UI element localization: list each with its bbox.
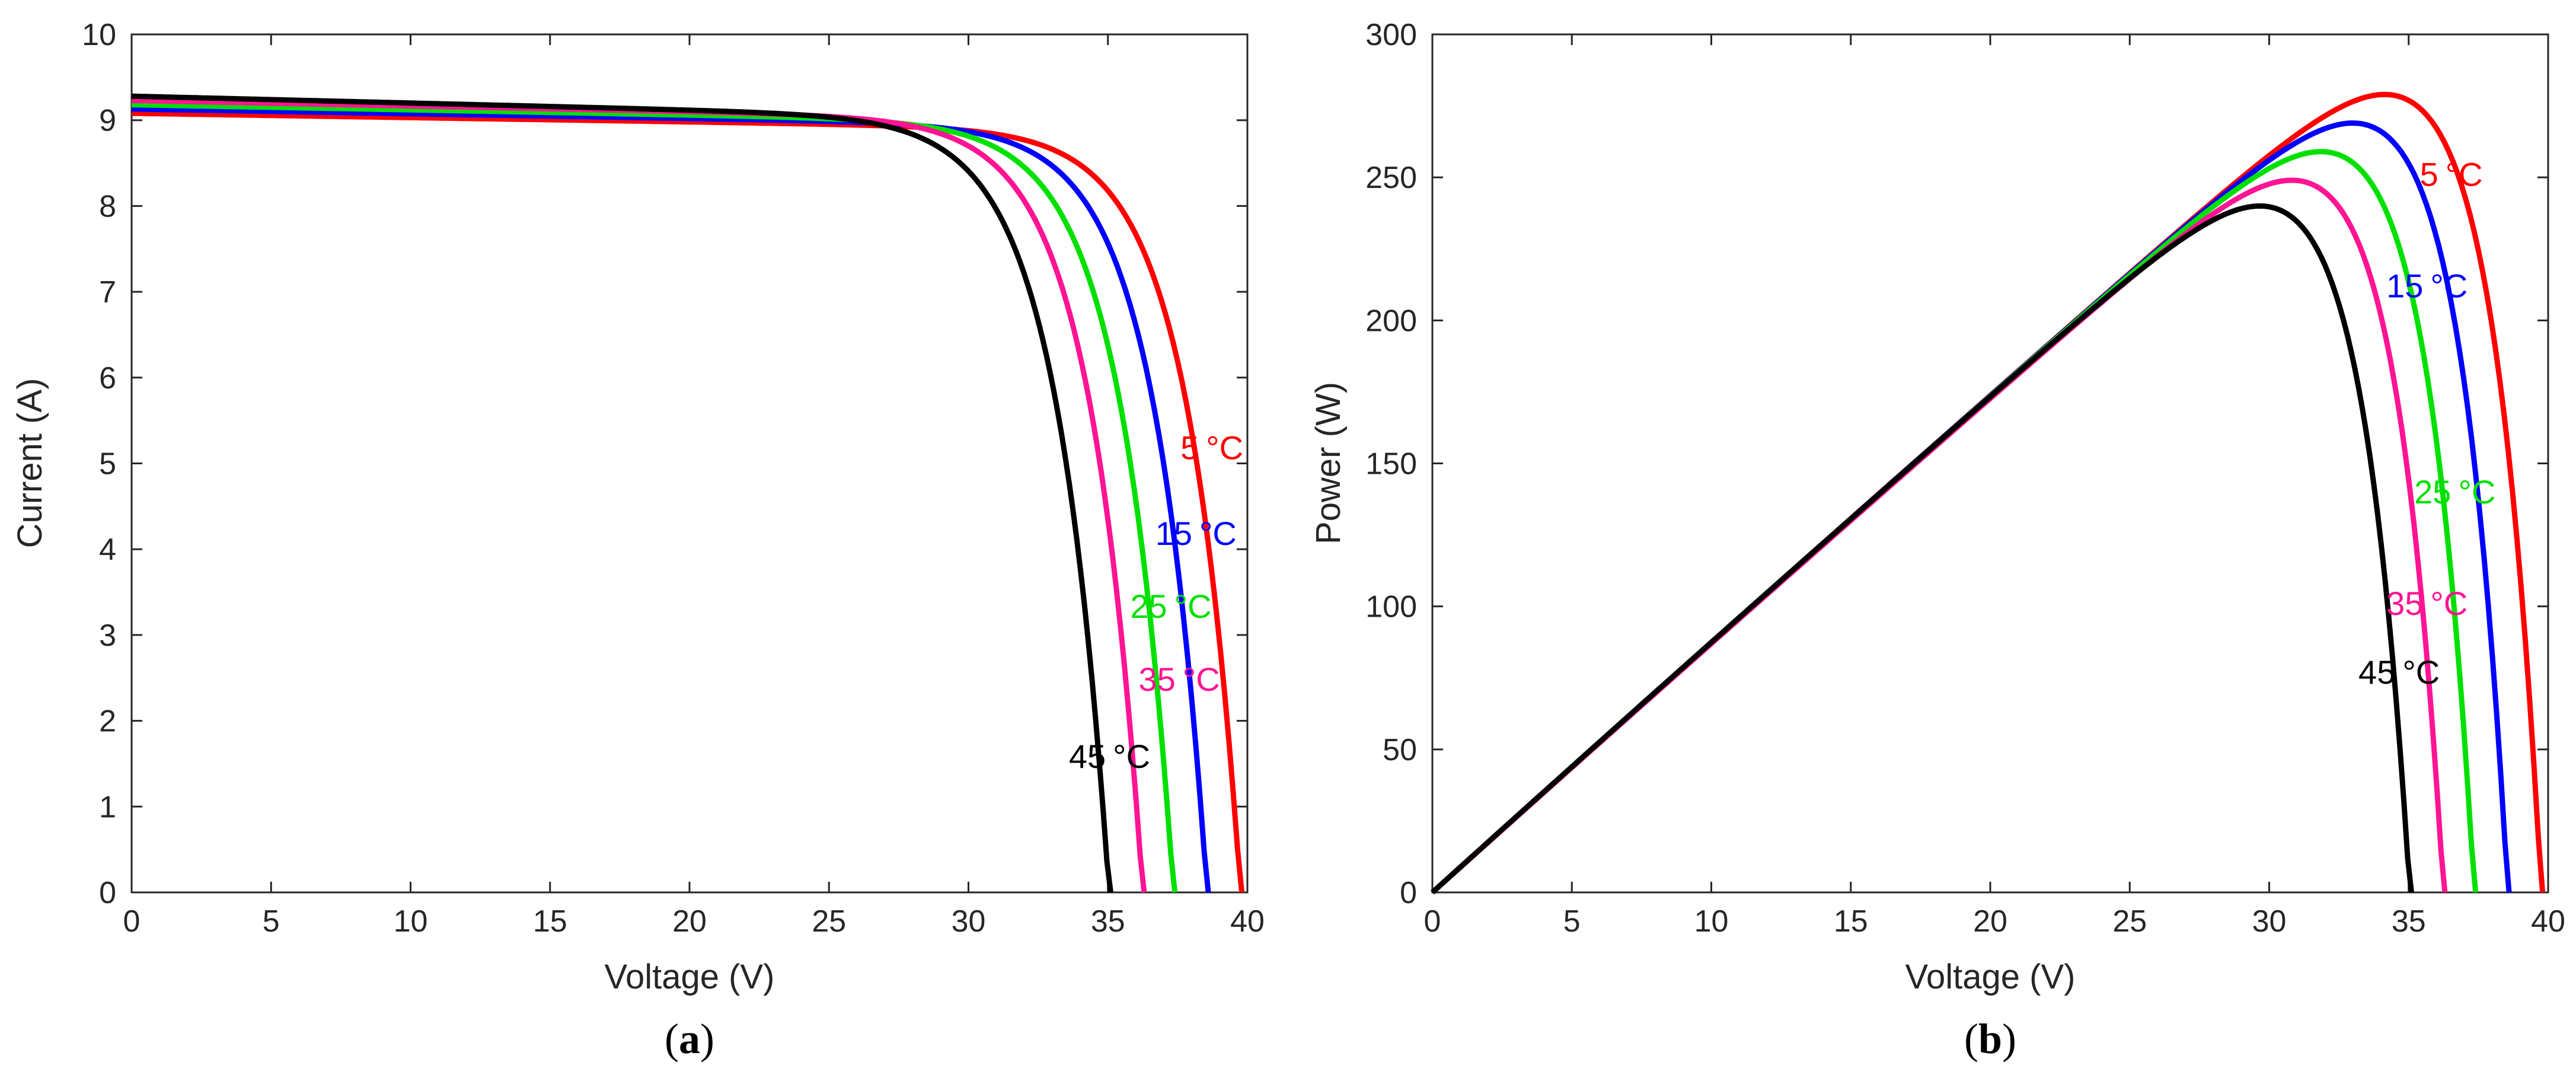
iv-chart-panel: 0 5 10 15 20 25 30 35 40 0 1 2 3 4 5 6 7 8 9 10 5 °C 15 °C 25 °C… [11, 18, 1265, 1063]
series-label-group: 5 °C 15 °C 25 °C 35 °C 45 °C [2358, 156, 2495, 691]
series-line-25c [131, 102, 1178, 893]
y-tick-label: 200 [1365, 304, 1417, 338]
series-label-5c: 5 °C [1180, 429, 1243, 466]
y-tick-label: 3 [99, 618, 116, 653]
panel-caption: (b) [1964, 1015, 2016, 1063]
tick-group: 0 5 10 15 20 25 30 35 40 0 1 2 3 4 5 6 7 8 9 10 [82, 18, 1265, 939]
x-tick-label: 40 [1230, 904, 1265, 939]
panel-caption: (a) [665, 1015, 714, 1063]
y-tick-label: 4 [99, 532, 116, 567]
tick-group: 0 5 10 15 20 25 30 35 40 0 50 100 150 200 250 300 [1365, 18, 2565, 939]
plot-area [1431, 33, 2549, 894]
y-tick-label: 250 [1365, 161, 1417, 195]
y-tick-label: 7 [99, 275, 116, 310]
x-tick-label: 20 [1973, 904, 2007, 939]
series-line-45c [131, 93, 1113, 893]
y-tick-label: 0 [99, 876, 116, 910]
y-tick-label: 300 [1365, 18, 1417, 52]
x-tick-label: 10 [1694, 904, 1729, 939]
series-line-45c [1431, 203, 2414, 895]
x-tick-label: 5 [1563, 904, 1581, 939]
y-tick-label: 2 [99, 704, 116, 739]
x-tick-label: 25 [812, 904, 846, 939]
series-label-35c: 35 °C [2386, 585, 2468, 622]
x-tick-label: 30 [2252, 904, 2287, 939]
series-label-group: 5 °C 15 °C 25 °C 35 °C 45 °C [1069, 429, 1243, 775]
y-axis-label: Current (A) [11, 378, 49, 548]
y-tick-label: 150 [1365, 447, 1417, 481]
x-tick-label: 10 [394, 904, 428, 939]
series-label-15c: 15 °C [1155, 515, 1237, 552]
series-label-25c: 25 °C [1130, 588, 1211, 625]
series-label-45c: 45 °C [1069, 738, 1150, 775]
x-tick-label: 35 [2392, 904, 2426, 939]
x-tick-label: 0 [1424, 904, 1441, 939]
x-axis-label: Voltage (V) [1905, 958, 2076, 996]
series-label-25c: 25 °C [2414, 473, 2495, 511]
x-tick-label: 0 [123, 904, 141, 939]
series-label-45c: 45 °C [2358, 653, 2440, 691]
y-axis-label: Power (W) [1309, 382, 1348, 544]
series-label-35c: 35 °C [1139, 661, 1220, 698]
x-tick-label: 20 [672, 904, 707, 939]
x-tick-label: 15 [533, 904, 567, 939]
x-tick-label: 15 [1834, 904, 1868, 939]
x-axis-label: Voltage (V) [605, 958, 775, 996]
x-tick-label: 5 [263, 904, 280, 939]
x-tick-label: 40 [2531, 904, 2565, 939]
pv-chart-panel: 0 5 10 15 20 25 30 35 40 0 50 100 150 200 250 300 5 °C 15… [1309, 18, 2565, 1063]
series-label-15c: 15 °C [2386, 267, 2468, 305]
y-tick-label: 9 [99, 104, 116, 138]
x-tick-label: 30 [952, 904, 986, 939]
series-line-5c [131, 110, 1245, 893]
x-tick-label: 35 [1091, 904, 1125, 939]
y-tick-label: 1 [99, 790, 116, 824]
y-tick-label: 8 [99, 189, 116, 224]
y-tick-label: 6 [99, 361, 116, 396]
series-group [131, 93, 1245, 893]
series-group [1430, 91, 2546, 895]
y-tick-label: 0 [1400, 876, 1417, 910]
y-tick-label: 100 [1365, 590, 1417, 624]
x-tick-label: 25 [2112, 904, 2147, 939]
y-tick-label: 50 [1383, 733, 1417, 767]
series-line-15c [131, 106, 1211, 893]
y-tick-label: 10 [82, 18, 116, 52]
y-tick-label: 5 [99, 447, 116, 481]
series-label-5c: 5 °C [2420, 156, 2483, 193]
